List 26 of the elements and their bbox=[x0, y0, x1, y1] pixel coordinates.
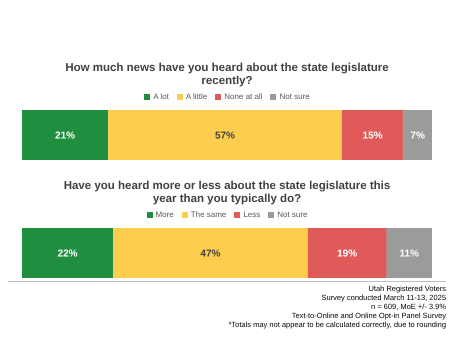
data-label: 7% bbox=[410, 130, 425, 142]
bar bbox=[386, 228, 432, 278]
data-label: 19% bbox=[337, 248, 358, 260]
legend-label: A lot bbox=[153, 92, 169, 102]
legend-label: Less bbox=[243, 210, 260, 220]
legend-label: A little bbox=[186, 92, 208, 102]
data-label: 15% bbox=[362, 130, 383, 142]
chart-title: How much news have you heard about the state legislature recently? bbox=[64, 62, 390, 88]
legend-label: None at all bbox=[224, 92, 262, 102]
legend-label: More bbox=[156, 210, 174, 220]
data-label: 57% bbox=[214, 130, 236, 142]
data-label: 47% bbox=[200, 248, 221, 260]
bar bbox=[113, 228, 308, 278]
legend-label: Not sure bbox=[277, 210, 308, 220]
bar bbox=[22, 228, 114, 278]
bar bbox=[108, 110, 342, 160]
data-label: 22% bbox=[58, 248, 78, 260]
data-label: 21% bbox=[55, 130, 76, 142]
bar bbox=[342, 110, 404, 160]
bar bbox=[403, 110, 432, 160]
bar bbox=[308, 228, 386, 278]
chart-title: Have you heard more or less about the state legislature this year than you typically do? bbox=[62, 180, 392, 206]
legend-label: Not sure bbox=[279, 92, 310, 102]
legend-label: The same bbox=[190, 210, 226, 220]
data-label: 11% bbox=[399, 248, 420, 260]
bar bbox=[22, 110, 108, 160]
